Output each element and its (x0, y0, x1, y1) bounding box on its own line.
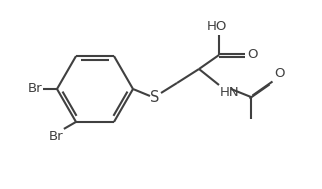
Text: O: O (247, 49, 258, 61)
Text: HN: HN (220, 86, 240, 99)
Text: Br: Br (48, 130, 63, 143)
Text: S: S (150, 90, 160, 105)
Text: O: O (274, 67, 285, 80)
Text: Br: Br (27, 83, 42, 95)
Text: HO: HO (207, 20, 227, 33)
